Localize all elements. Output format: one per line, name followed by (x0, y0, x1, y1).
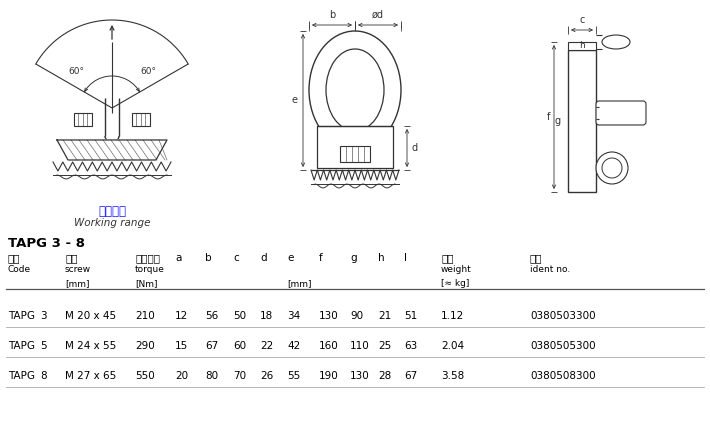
Text: 0380505300: 0380505300 (530, 341, 596, 351)
Text: g: g (555, 116, 561, 126)
Text: 50: 50 (233, 311, 246, 321)
FancyBboxPatch shape (596, 101, 646, 125)
Text: 25: 25 (378, 341, 391, 351)
Text: [mm]: [mm] (65, 279, 89, 288)
Text: 18: 18 (260, 311, 273, 321)
Text: TAPG 3 - 8: TAPG 3 - 8 (8, 237, 85, 250)
Text: 130: 130 (319, 311, 339, 321)
Text: 22: 22 (260, 341, 273, 351)
Text: 42: 42 (287, 341, 300, 351)
Text: 190: 190 (319, 371, 339, 381)
Text: 60°: 60° (140, 67, 156, 76)
Text: 70: 70 (233, 371, 246, 381)
Text: e: e (292, 96, 298, 105)
Text: 工作区域: 工作区域 (98, 205, 126, 218)
Text: M 20 x 45: M 20 x 45 (65, 311, 116, 321)
Text: f: f (319, 253, 323, 263)
Text: 110: 110 (350, 341, 370, 351)
Text: screw: screw (65, 265, 91, 274)
Ellipse shape (596, 152, 628, 184)
Text: 290: 290 (135, 341, 155, 351)
Text: 0380508300: 0380508300 (530, 371, 596, 381)
Text: 160: 160 (319, 341, 339, 351)
Text: [≈ kg]: [≈ kg] (441, 279, 469, 288)
Text: 56: 56 (205, 311, 218, 321)
Text: a: a (175, 253, 181, 263)
Text: 型号: 型号 (8, 253, 21, 263)
Bar (568, 42, 596, 50)
Text: torque: torque (135, 265, 165, 274)
Text: 螺栓: 螺栓 (65, 253, 77, 263)
Text: c: c (579, 15, 585, 25)
Polygon shape (57, 140, 167, 160)
Text: 15: 15 (175, 341, 188, 351)
Ellipse shape (602, 158, 622, 178)
Text: TAPG: TAPG (8, 341, 35, 351)
Text: 8: 8 (40, 371, 47, 381)
Text: 货号: 货号 (530, 253, 542, 263)
Bar (568, 50, 596, 192)
Text: ød: ød (372, 10, 384, 20)
Text: c: c (233, 253, 239, 263)
Text: 21: 21 (378, 311, 391, 321)
Text: 拧紧力矩: 拧紧力矩 (135, 253, 160, 263)
Text: ident no.: ident no. (530, 265, 570, 274)
Text: TAPG: TAPG (8, 311, 35, 321)
Text: 3: 3 (40, 311, 47, 321)
Text: 51: 51 (404, 311, 417, 321)
Text: e: e (287, 253, 293, 263)
Text: 20: 20 (175, 371, 188, 381)
Text: f: f (547, 112, 550, 122)
Text: 2.04: 2.04 (441, 341, 464, 351)
Text: 60°: 60° (68, 67, 84, 76)
Text: b: b (205, 253, 212, 263)
Text: Code: Code (8, 265, 31, 274)
Text: 63: 63 (404, 341, 417, 351)
Text: d: d (411, 143, 417, 153)
Text: g: g (350, 253, 356, 263)
Text: d: d (260, 253, 267, 263)
Ellipse shape (602, 35, 630, 49)
Text: 34: 34 (287, 311, 300, 321)
Text: 0380503300: 0380503300 (530, 311, 596, 321)
Text: 90: 90 (350, 311, 363, 321)
Text: 67: 67 (404, 371, 417, 381)
Text: TAPG: TAPG (8, 371, 35, 381)
Text: 1.12: 1.12 (441, 311, 464, 321)
Bar (340, 146, 370, 162)
Text: 60: 60 (233, 341, 246, 351)
Text: 3.58: 3.58 (441, 371, 464, 381)
Text: [mm]: [mm] (287, 279, 312, 288)
Text: h: h (378, 253, 385, 263)
Text: 550: 550 (135, 371, 155, 381)
Text: 130: 130 (350, 371, 370, 381)
Text: 28: 28 (378, 371, 391, 381)
Bar (317, 126, 393, 168)
Text: 26: 26 (260, 371, 273, 381)
Text: 重量: 重量 (441, 253, 454, 263)
Text: h: h (579, 42, 585, 51)
Bar (132, 113, 150, 126)
Text: 55: 55 (287, 371, 300, 381)
Text: 5: 5 (40, 341, 47, 351)
Text: M 27 x 65: M 27 x 65 (65, 371, 116, 381)
Text: Working range: Working range (74, 218, 151, 228)
Text: 210: 210 (135, 311, 155, 321)
Text: 67: 67 (205, 341, 218, 351)
Text: 12: 12 (175, 311, 188, 321)
Text: weight: weight (441, 265, 471, 274)
Text: 80: 80 (205, 371, 218, 381)
Text: b: b (329, 10, 335, 20)
Text: [Nm]: [Nm] (135, 279, 158, 288)
Text: l: l (404, 253, 407, 263)
Bar (74, 113, 92, 126)
Text: M 24 x 55: M 24 x 55 (65, 341, 116, 351)
